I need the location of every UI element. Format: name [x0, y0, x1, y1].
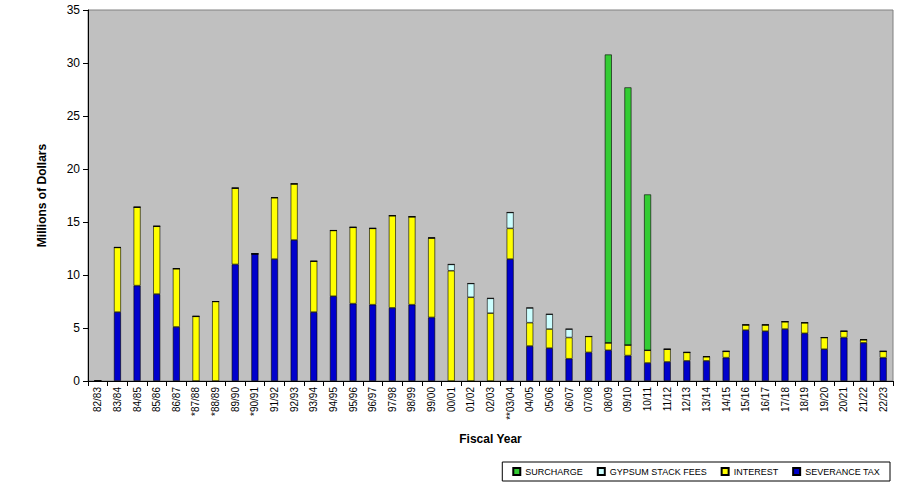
svg-text:SURCHARGE: SURCHARGE	[525, 467, 583, 477]
svg-text:5: 5	[73, 321, 80, 335]
svg-text:83/84: 83/84	[112, 387, 123, 412]
svg-text:91/92: 91/92	[269, 387, 280, 412]
svg-text:05/06: 05/06	[544, 387, 555, 412]
svg-text:12/13: 12/13	[681, 387, 692, 412]
svg-text:GYPSUM STACK FEES: GYPSUM STACK FEES	[610, 467, 707, 477]
svg-text:*87/88: *87/88	[190, 387, 201, 416]
svg-text:30: 30	[67, 56, 81, 70]
svg-text:11/12: 11/12	[662, 387, 673, 412]
svg-text:Fiscal Year: Fiscal Year	[459, 432, 522, 446]
svg-text:15: 15	[67, 215, 81, 229]
svg-text:14/15: 14/15	[721, 387, 732, 412]
svg-text:92/93: 92/93	[289, 387, 300, 412]
svg-text:97/98: 97/98	[387, 387, 398, 412]
svg-text:0: 0	[73, 374, 80, 388]
svg-text:18/19: 18/19	[799, 387, 810, 412]
svg-text:96/97: 96/97	[367, 387, 378, 412]
svg-text:82/83: 82/83	[92, 387, 103, 412]
svg-text:25: 25	[67, 109, 81, 123]
svg-text:84/85: 84/85	[132, 387, 143, 412]
svg-text:SEVERANCE TAX: SEVERANCE TAX	[805, 467, 880, 477]
svg-text:95/96: 95/96	[348, 387, 359, 412]
svg-text:17/18: 17/18	[780, 387, 791, 412]
svg-text:86/87: 86/87	[171, 387, 182, 412]
svg-text:09/10: 09/10	[622, 387, 633, 412]
svg-text:35: 35	[67, 3, 81, 17]
svg-text:07/08: 07/08	[583, 387, 594, 412]
svg-text:00/01: 00/01	[446, 387, 457, 412]
svg-text:19/20: 19/20	[819, 387, 830, 412]
svg-text:Millions of Dollars: Millions of Dollars	[35, 144, 49, 248]
svg-text:15/16: 15/16	[740, 387, 751, 412]
svg-text:98/99: 98/99	[406, 387, 417, 412]
svg-text:10: 10	[67, 268, 81, 282]
svg-text:INTEREST: INTEREST	[734, 467, 779, 477]
svg-text:85/86: 85/86	[151, 387, 162, 412]
svg-text:08/09: 08/09	[603, 387, 614, 412]
svg-text:99/00: 99/00	[426, 387, 437, 412]
svg-text:02/03: 02/03	[485, 387, 496, 412]
svg-text:01/02: 01/02	[465, 387, 476, 412]
svg-text:*88/89: *88/89	[210, 387, 221, 416]
svg-text:93/94: 93/94	[308, 387, 319, 412]
svg-text:04/05: 04/05	[524, 387, 535, 412]
svg-text:89/90: 89/90	[230, 387, 241, 412]
svg-text:20: 20	[67, 162, 81, 176]
svg-text:20/21: 20/21	[838, 387, 849, 412]
svg-text:13/14: 13/14	[701, 387, 712, 412]
svg-text:06/07: 06/07	[564, 387, 575, 412]
svg-text:16/17: 16/17	[760, 387, 771, 412]
svg-text:21/22: 21/22	[858, 387, 869, 412]
svg-text:94/95: 94/95	[328, 387, 339, 412]
svg-text:10/11: 10/11	[642, 387, 653, 412]
svg-text:**03/04: **03/04	[505, 387, 516, 420]
svg-text:*90/91: *90/91	[249, 387, 260, 416]
svg-text:22/23: 22/23	[878, 387, 889, 412]
